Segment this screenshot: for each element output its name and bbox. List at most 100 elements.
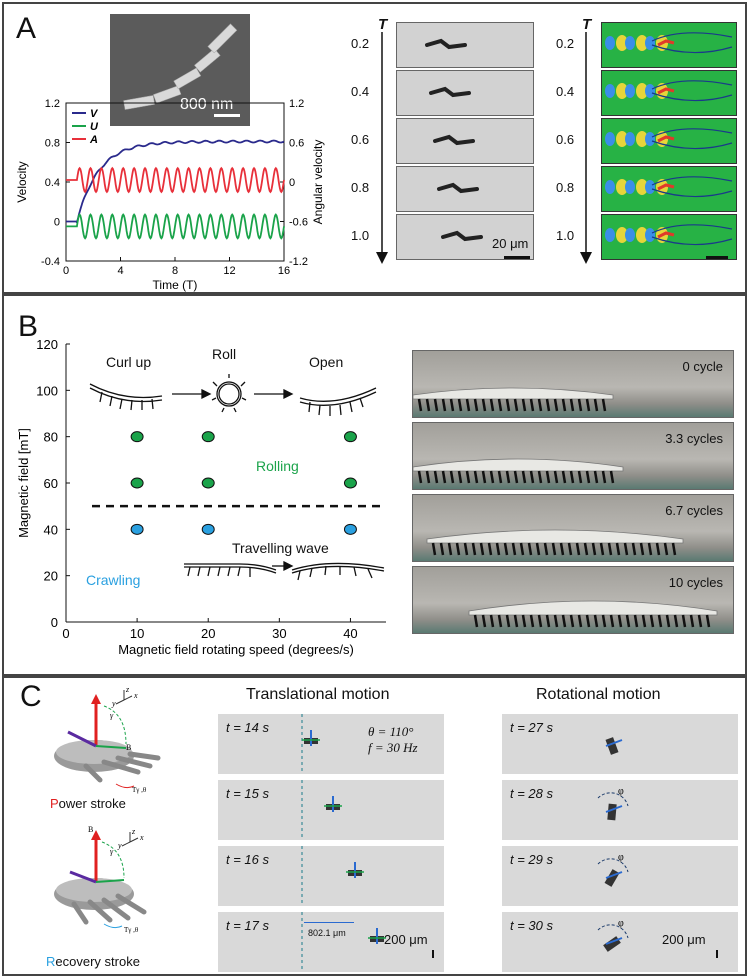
sem-inset-image: 800 nm: [110, 14, 250, 126]
power-letter: P: [50, 796, 59, 811]
swimmer-sim: [657, 231, 675, 239]
power-stroke-label: Power stroke: [50, 796, 126, 811]
y-axis-label: Magnetic field [mT]: [16, 428, 31, 538]
robot-leg: [673, 614, 679, 628]
swimmer-shape: [441, 230, 483, 242]
swimmer-body: [441, 230, 483, 242]
y-tick-label: 100: [36, 383, 58, 398]
panel-c-label: C: [20, 680, 42, 713]
swimmer-shape: [429, 86, 471, 98]
scale-label-mid: 20 μm: [492, 236, 529, 251]
data-point-rolling: [201, 477, 215, 489]
vortex-yellow: [616, 83, 628, 99]
time-label-mid: 0.8: [351, 180, 370, 195]
vortex-blue: [605, 84, 615, 98]
rotational-frame: t = 29 s φ: [502, 846, 738, 906]
robot-leg: [473, 398, 479, 412]
robot-leg: [615, 542, 621, 556]
robot-leg: [457, 398, 463, 412]
robot-axis: [605, 871, 623, 879]
rot-robot: φ: [597, 786, 629, 821]
svg-text:y: y: [117, 841, 122, 850]
svg-text:B: B: [88, 825, 93, 834]
robot-leg: [503, 542, 509, 556]
data-point-rolling: [130, 431, 144, 443]
swimmer-sim: [657, 39, 675, 47]
robot-photo: [426, 529, 684, 556]
svg-text:γ: γ: [110, 711, 114, 720]
robot-leg: [593, 398, 599, 412]
vortex-yellow: [636, 35, 648, 51]
robot-leg: [663, 542, 669, 556]
robot-leg: [513, 614, 519, 628]
data-point-rolling: [343, 431, 357, 443]
legend-label: V: [90, 108, 99, 120]
rotational-title: Rotational motion: [536, 686, 661, 703]
robot-leg: [505, 398, 511, 412]
robot-leg: [569, 398, 575, 412]
robot-leg: [433, 470, 439, 484]
robot-leg: [529, 614, 535, 628]
y2-tick-label: -0.6: [289, 217, 308, 229]
x-tick-label: 30: [272, 626, 286, 641]
robot-film: [468, 600, 718, 616]
svg-text:z: z: [131, 827, 136, 836]
y-tick-label: 20: [44, 569, 58, 584]
robot-leg: [417, 470, 423, 484]
robot-leg: [497, 398, 503, 412]
data-point-crawling: [201, 523, 215, 535]
flow-field: [605, 32, 733, 54]
swimmer-body: [429, 86, 471, 98]
sim-frame: [601, 214, 737, 260]
swimmer-sim: [657, 183, 675, 191]
velocity-chart: 0 4 8 12 16-0.400.40.81.2-1.2-0.600.61.2Time…: [15, 98, 325, 292]
robot-leg: [433, 398, 439, 412]
scale-bar-right: [706, 256, 728, 259]
robot-leg: [489, 398, 495, 412]
robot-leg: [537, 398, 543, 412]
robot-leg: [559, 542, 565, 556]
robot-leg: [649, 614, 655, 628]
translational-frame: t = 14 s: [218, 714, 444, 774]
vortex-yellow: [636, 83, 648, 99]
vortex-blue: [625, 228, 635, 242]
vortex-blue: [625, 132, 635, 146]
trans-robot: [301, 780, 342, 840]
robot-leg: [625, 614, 631, 628]
robot-leg: [609, 470, 615, 484]
mid-frame: [396, 214, 534, 260]
y-tick-label: 80: [44, 430, 58, 445]
robot-leg: [655, 542, 661, 556]
robot-leg: [529, 470, 535, 484]
time-label-right: 1.0: [556, 228, 575, 243]
data-point-crawling: [343, 523, 357, 535]
swimmer-body: [433, 134, 475, 146]
vortex-yellow: [616, 179, 628, 195]
y-tick-label: 60: [44, 476, 58, 491]
robot-leg: [681, 614, 687, 628]
vortex-blue: [605, 180, 615, 194]
x-tick-label: 12: [223, 265, 235, 277]
cycle-label: 3.3 cycles: [665, 431, 723, 446]
x-tick-label: 16: [278, 265, 290, 277]
vortex-blue: [605, 36, 615, 50]
robot-axis: [605, 937, 623, 945]
robot-leg: [633, 614, 639, 628]
vortex-blue: [625, 180, 635, 194]
scale-label-rot: 200 μm: [662, 932, 706, 947]
theta-label: θ = 110°: [368, 724, 414, 739]
robot-leg: [495, 542, 501, 556]
robot-photo: [413, 458, 624, 484]
panel-c: C z y x γ B Tγ ,θ Power stroke: [2, 676, 747, 976]
streamline: [651, 32, 733, 54]
sim-frame: [601, 22, 737, 68]
vortex-yellow: [636, 131, 648, 147]
robot-leg: [519, 542, 525, 556]
cycle-photo: 3.3 cycles: [412, 422, 734, 490]
robot-leg: [665, 614, 671, 628]
cycle-photo: 0 cycle: [412, 350, 734, 418]
time-axis-label-right: T: [582, 16, 592, 33]
robot-leg: [497, 470, 503, 484]
robot-axis: [605, 805, 623, 813]
y2-tick-label: 1.2: [289, 98, 304, 110]
